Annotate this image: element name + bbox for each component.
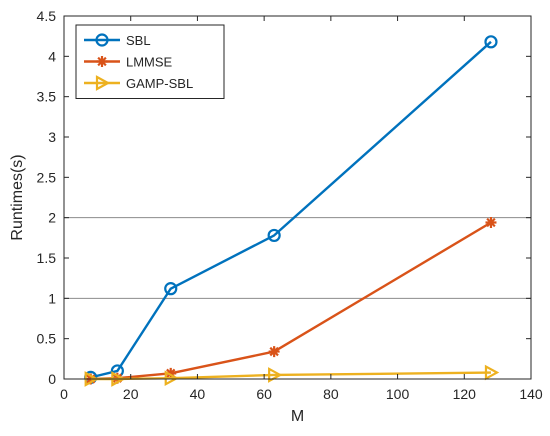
- x-tick-label: 120: [453, 386, 477, 402]
- y-tick-label: 4: [48, 48, 56, 64]
- y-tick-label: 4.5: [37, 8, 57, 24]
- legend: SBL LMMSE GAMP-SBL: [75, 24, 225, 99]
- data-point: [165, 367, 177, 379]
- y-axis: 0 0.5 1 1.5 2 2.5 3 3.5 4 4.5: [37, 8, 531, 387]
- y-tick-label: 3.5: [37, 89, 57, 105]
- legend-item: GAMP-SBL: [84, 75, 193, 91]
- series-lmmse: [85, 217, 497, 385]
- x-axis-label: M: [291, 408, 304, 425]
- y-tick-label: 1: [48, 290, 56, 306]
- x-tick-label: 80: [323, 386, 339, 402]
- x-axis: 0 20 40 60 80 100 120 140: [60, 16, 543, 402]
- legend-label: LMMSE: [126, 55, 173, 70]
- data-point: [268, 367, 283, 383]
- x-tick-label: 40: [190, 386, 206, 402]
- y-tick-label: 0.5: [37, 331, 57, 347]
- legend-item: SBL: [84, 33, 151, 48]
- legend-item: LMMSE: [84, 55, 173, 70]
- legend-marker: [96, 56, 108, 67]
- data-point: [485, 217, 497, 229]
- legend-label: SBL: [126, 33, 151, 48]
- data-point: [267, 228, 281, 243]
- series-line: [90, 40, 492, 379]
- series-line: [90, 221, 492, 381]
- legend-label: GAMP-SBL: [126, 76, 193, 91]
- y-tick-label: 1.5: [37, 250, 57, 266]
- x-tick-label: 0: [60, 386, 68, 402]
- x-tick-label: 20: [123, 386, 139, 402]
- legend-marker: [95, 33, 109, 47]
- plot-area-frame: [63, 15, 532, 380]
- y-tick-label: 3: [48, 129, 56, 145]
- data-point: [484, 364, 500, 381]
- data-point: [268, 346, 280, 358]
- x-tick-label: 140: [519, 386, 543, 402]
- x-tick-label: 100: [386, 386, 410, 402]
- data-point: [164, 370, 180, 387]
- data-point: [484, 35, 498, 49]
- y-tick-label: 2.5: [37, 169, 57, 185]
- y-tick-label: 0: [48, 371, 56, 387]
- reference-lines: [64, 217, 531, 299]
- x-tick-label: 60: [256, 386, 272, 402]
- legend-marker: [95, 75, 111, 91]
- data-point: [164, 282, 178, 296]
- y-axis-label: Runtimes(s): [9, 154, 26, 240]
- y-tick-label: 2: [48, 210, 56, 226]
